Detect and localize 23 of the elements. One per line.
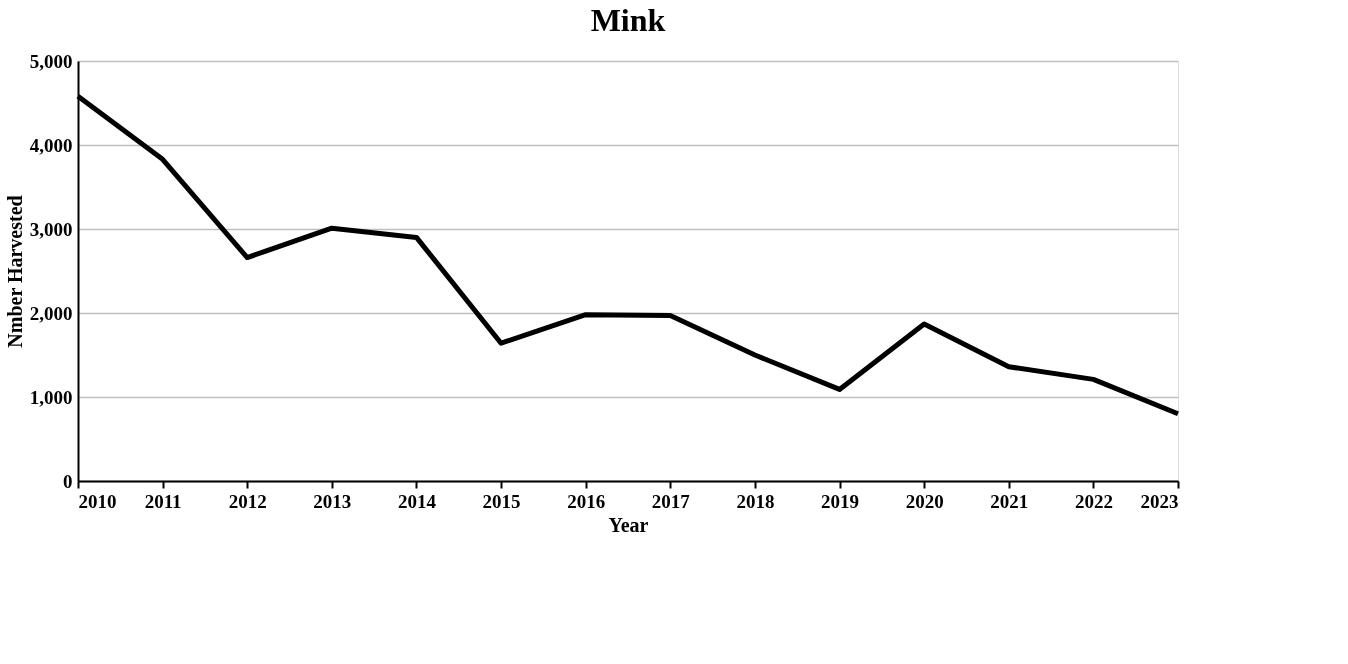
y-tick-label: 2,000 — [29, 302, 73, 324]
x-tick-label: 2023 — [1140, 490, 1179, 512]
x-tick-label: 2021 — [990, 490, 1029, 512]
x-tick-label: 2013 — [313, 490, 352, 512]
x-tick-label: 2011 — [144, 490, 182, 512]
y-tick-label: 4,000 — [29, 134, 73, 156]
x-tick-label: 2019 — [821, 490, 860, 512]
x-tick-label: 2016 — [567, 490, 606, 512]
chart-title: Mink — [590, 2, 666, 38]
x-axis-title: Year — [608, 513, 649, 536]
y-tick-label: 0 — [63, 470, 73, 492]
y-tick-label: 1,000 — [29, 386, 73, 408]
y-tick-label: 3,000 — [29, 218, 73, 240]
y-axis-title: Nmber Harvested — [3, 195, 26, 348]
x-tick-label: 2022 — [1074, 490, 1113, 512]
x-tick-label: 2010 — [78, 490, 117, 512]
y-tick-label: 5,000 — [29, 50, 73, 72]
x-tick-label: 2020 — [905, 490, 944, 512]
x-tick-label: 2017 — [651, 490, 691, 512]
x-tick-label: 2018 — [736, 490, 775, 512]
x-tick-label: 2014 — [397, 490, 437, 512]
x-tick-label: 2012 — [228, 490, 267, 512]
x-tick-label: 2015 — [482, 490, 521, 512]
